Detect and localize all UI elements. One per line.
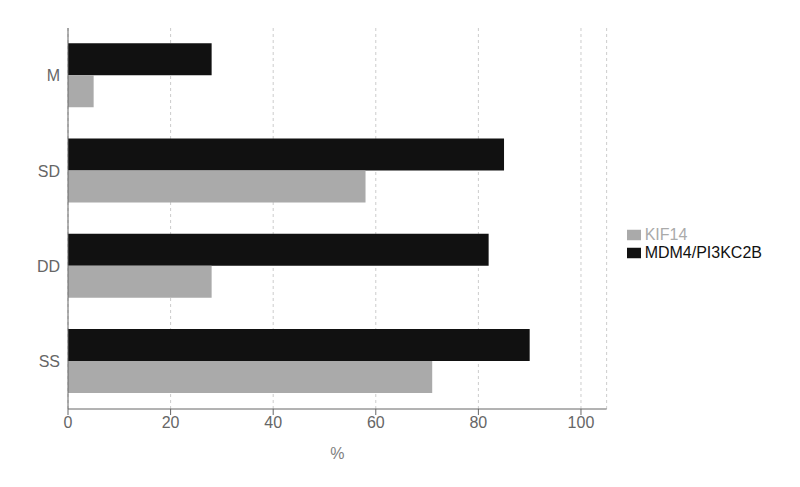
svg-text:SS: SS: [39, 353, 60, 370]
svg-text:20: 20: [162, 414, 180, 431]
svg-text:100: 100: [568, 414, 595, 431]
svg-text:80: 80: [469, 414, 487, 431]
svg-text:%: %: [330, 445, 344, 462]
svg-text:60: 60: [367, 414, 385, 431]
html-text:MDM4/PI3KC2B: MDM4/PI3KC2B: [644, 243, 762, 261]
svg-text:DD: DD: [37, 258, 60, 275]
html-text:KIF14: KIF14: [644, 225, 688, 243]
svg-text:SD: SD: [38, 163, 60, 180]
svg-text:40: 40: [264, 414, 282, 431]
svg-text:M: M: [47, 67, 60, 84]
svg-text:0: 0: [64, 414, 73, 431]
